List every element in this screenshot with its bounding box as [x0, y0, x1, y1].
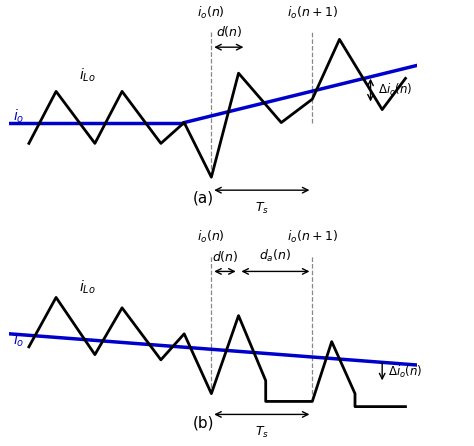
- Text: $i_o$: $i_o$: [13, 332, 25, 349]
- Text: $T_s$: $T_s$: [255, 425, 269, 440]
- Text: $i_o(n+1)$: $i_o(n+1)$: [287, 5, 338, 21]
- Text: $i_o(n)$: $i_o(n)$: [198, 5, 225, 21]
- Text: $i_{Lo}$: $i_{Lo}$: [79, 278, 96, 296]
- Text: $\Delta i_o(n)$: $\Delta i_o(n)$: [388, 363, 422, 380]
- Text: $d(n)$: $d(n)$: [216, 25, 242, 39]
- Text: $i_o$: $i_o$: [13, 107, 25, 125]
- Text: (a): (a): [193, 191, 214, 206]
- Text: $\Delta i_o(n)$: $\Delta i_o(n)$: [378, 82, 413, 98]
- Text: $i_{Lo}$: $i_{Lo}$: [79, 67, 96, 84]
- Text: $d(n)$: $d(n)$: [212, 248, 238, 264]
- Text: (b): (b): [193, 415, 214, 430]
- Text: $i_o(n)$: $i_o(n)$: [198, 229, 225, 245]
- Text: $d_a(n)$: $d_a(n)$: [259, 248, 292, 264]
- Text: $i_o(n+1)$: $i_o(n+1)$: [287, 229, 338, 245]
- Text: $T_s$: $T_s$: [255, 201, 269, 216]
